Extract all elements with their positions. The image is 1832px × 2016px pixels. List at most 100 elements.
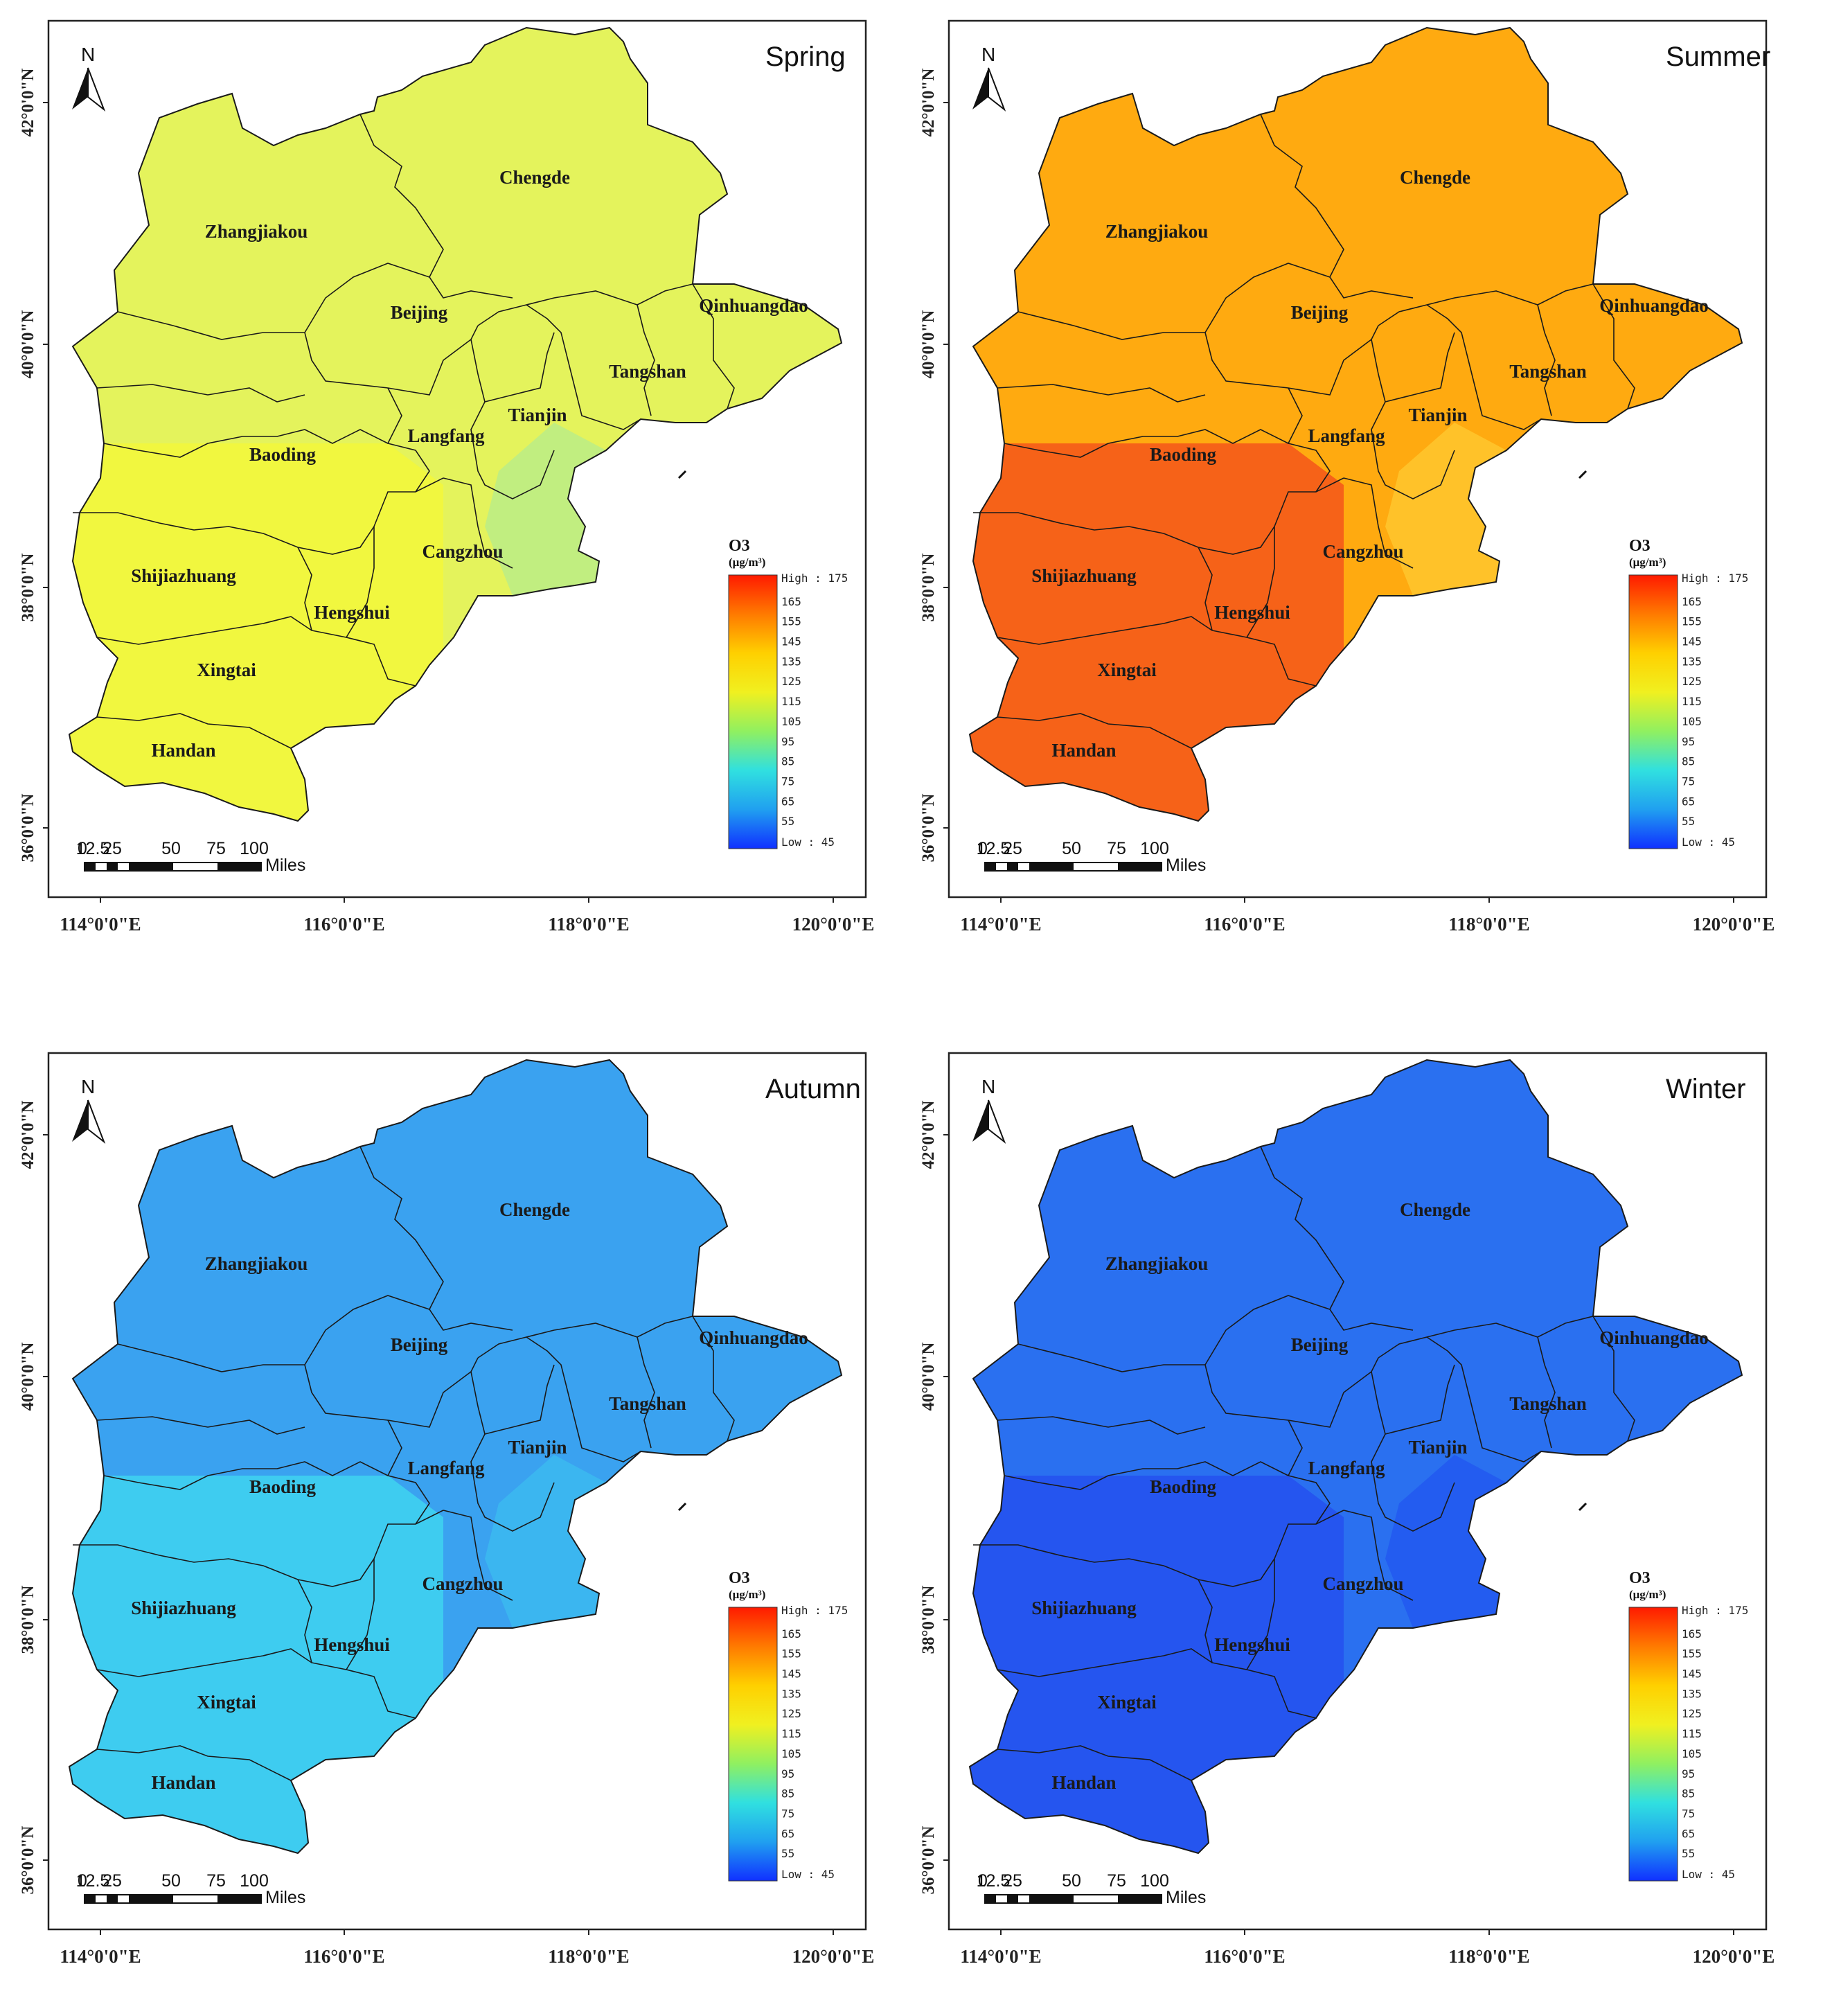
map-panel-summer: Summer N Zhangjiakou Chengde Beijing Qinhuang… [900,0,1801,984]
city-label-baoding: Baoding [1150,444,1217,465]
prefecture-border [470,1371,555,1532]
prefecture-border [484,332,555,403]
legend-tick-label: 165 [1682,1627,1702,1641]
prefecture-border [1246,1559,1275,1670]
legend-tick-label: 115 [1682,695,1702,708]
city-label-qinhuangdao: Qinhuangdao [1599,1327,1709,1348]
prefecture-border [973,1544,1275,1587]
longitude-label: 120°0'0"E [1693,1946,1775,1967]
prefecture-border [304,325,479,396]
prefecture-border [997,616,1213,645]
north-arrow-icon [972,67,1006,112]
city-label-beijing: Beijing [391,302,448,323]
city-label-beijing: Beijing [1291,302,1349,323]
map-svg: Spring N Zhangjiakou Chengde Beijing Qinhuang… [19,19,874,935]
scale-tick-label: 0 [78,839,87,858]
legend-unit: (μg/m³) [729,1588,765,1601]
prefecture-border [297,1579,416,1719]
legend-tick-label: 65 [1682,795,1695,808]
prefecture-border [346,527,375,638]
legend-tick-label: 145 [1682,635,1702,648]
legend-low-label: Low : 45 [781,835,835,849]
scale-tick-label: 75 [1107,839,1126,858]
season-label: Spring [765,42,846,72]
city-label-tangshan: Tangshan [1509,361,1587,382]
legend-tick-label: 135 [1682,655,1702,668]
city-label-langfang: Langfang [407,1458,485,1478]
prefecture-border [484,1364,555,1435]
legend-tick-label: 145 [781,635,801,648]
o3-surface-coast [485,1455,606,1628]
scale-tick-label: 25 [1003,839,1022,858]
prefecture-border [1287,1420,1331,1525]
legend-tick-label: 85 [781,755,794,768]
city-label-zhangjiakou: Zhangjiakou [205,221,308,242]
prefecture-border [1198,1579,1317,1719]
city-label-tangshan: Tangshan [1509,1393,1587,1414]
legend-tick-label: 55 [1682,815,1695,828]
scale-unit-label: Miles [1166,856,1206,875]
legend-tick-label: 85 [781,1787,794,1801]
legend-tick-label: 125 [781,1707,801,1720]
prefecture-border [1371,339,1455,499]
o3-surface-south [970,443,1344,821]
legend-tick-label: 65 [781,1827,794,1840]
latitude-label: 42°0'0"N [19,69,37,137]
city-label-baoding: Baoding [249,1476,317,1497]
longitude-label: 116°0'0"E [303,914,384,935]
legend-tick-label: 145 [1682,1668,1702,1681]
legend-color-ramp [728,1607,778,1882]
legend-tick-label: 145 [781,1668,801,1681]
prefecture-border [997,1745,1192,1781]
legend-tick-label: 135 [781,655,801,668]
prefecture-border [1204,1357,1379,1428]
legend-low-label: Low : 45 [781,1868,835,1881]
city-label-langfang: Langfang [1308,425,1385,446]
map-svg: Autumn N Zhangjiakou Chengde Beijing Qinhuang… [19,1052,875,1967]
legend-tick-label: 165 [1682,595,1702,608]
north-label: N [981,44,995,65]
island-mark [1578,1502,1588,1512]
legend-tick-label: 75 [781,1807,794,1820]
scale-tick-label: 50 [1062,839,1081,858]
prefecture-border [304,1295,430,1365]
scale-tick-label: 12.5 [977,1871,1011,1891]
prefecture-border [304,263,430,333]
map-panel-spring: Spring N Zhangjiakou Chengde Beijing Qinhuang… [0,0,900,984]
legend-color-ramp [1628,574,1678,849]
latitude-label: 36°0'0"N [919,1826,938,1895]
prefecture-border [1246,527,1275,638]
legend-tick-label: 155 [781,615,801,628]
prefecture-border [1204,325,1379,396]
legend-tick-label: 105 [781,1747,801,1760]
prefecture-border [1537,304,1556,416]
prefecture-border [1004,1461,1289,1490]
city-label-chengde: Chengde [1400,167,1470,188]
prefecture-border [96,1745,292,1781]
prefecture-border [96,713,292,749]
longitude-label: 120°0'0"E [792,1946,875,1967]
region-outline [968,1059,1743,1855]
latitude-label: 36°0'0"N [919,794,938,863]
legend-tick-label: 155 [1682,1647,1702,1661]
season-label: Autumn [765,1074,861,1104]
latitude-label: 42°0'0"N [919,69,938,137]
region-outline [68,26,843,822]
city-label-tangshan: Tangshan [609,1393,686,1414]
prefecture-border [96,384,305,403]
prefecture-border [1426,1336,1542,1462]
legend-tick-label: 95 [781,735,794,748]
island-mark [677,1502,687,1512]
legend-tick-label: 125 [1682,675,1702,688]
scale-tick-label: 25 [1003,1871,1022,1891]
map-panel-autumn: Autumn N Zhangjiakou Chengde Beijing Qinhuang… [0,1032,900,2016]
scale-tick-label: 50 [161,1871,181,1891]
city-label-baoding: Baoding [1150,1476,1217,1497]
north-arrow-icon [972,1099,1006,1144]
north-arrow-icon [72,67,106,112]
legend-high-label: High : 175 [781,572,848,585]
city-label-cangzhou: Cangzhou [1322,1573,1403,1594]
map-svg: Winter N Zhangjiakou Chengde Beijing Qinhuang… [919,1052,1775,1967]
legend-tick-label: 155 [1682,615,1702,628]
prefecture-border [373,477,444,527]
